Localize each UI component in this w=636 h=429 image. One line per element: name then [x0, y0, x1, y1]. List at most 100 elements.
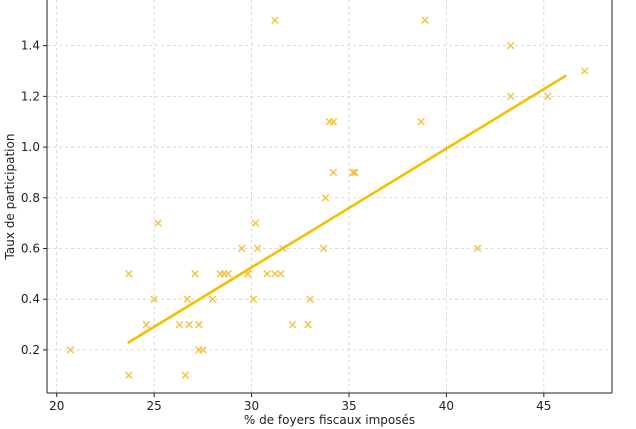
x-tick-label: 20: [49, 399, 64, 413]
x-tick-label: 30: [244, 399, 259, 413]
data-point: [199, 346, 207, 354]
data-point: [421, 16, 429, 25]
data-point-stroke: [304, 320, 312, 329]
data-point-stroke: [263, 270, 271, 278]
data-point-stroke: [125, 270, 133, 278]
data-point: [238, 244, 246, 253]
data-point-stroke: [271, 16, 279, 25]
data-point: [191, 270, 199, 278]
data-point: [304, 320, 312, 329]
data-point-stroke: [329, 117, 338, 126]
x-tick-label: 25: [147, 399, 162, 413]
y-axis-label: Taux de participation: [3, 134, 17, 261]
data-point-stroke: [208, 295, 217, 303]
data-point: [185, 320, 194, 329]
data-point: [319, 244, 328, 253]
x-axis-label: % de foyers fiscaux imposés: [244, 413, 415, 427]
trendline-layer: [127, 74, 568, 345]
data-point-stroke: [195, 320, 203, 329]
data-point-stroke: [543, 92, 552, 101]
x-tick-label: 45: [536, 399, 551, 413]
data-point-stroke: [142, 320, 151, 329]
data-point: [329, 117, 338, 126]
data-point-stroke: [253, 244, 262, 253]
data-point: [154, 219, 162, 227]
data-points: [66, 16, 589, 380]
y-tick-label: 0.4: [21, 292, 40, 306]
data-point: [66, 346, 75, 354]
y-tick-label: 0.6: [21, 241, 40, 255]
data-point-stroke: [251, 219, 260, 227]
data-point-stroke: [224, 270, 232, 278]
grid-layer: [47, 0, 612, 393]
data-point-stroke: [181, 371, 190, 380]
data-point-stroke: [185, 320, 194, 329]
data-point: [142, 320, 151, 329]
data-point-stroke: [191, 270, 199, 278]
data-point: [183, 295, 192, 303]
data-point: [263, 270, 271, 278]
data-point: [224, 270, 232, 278]
data-point: [195, 320, 203, 329]
data-point: [417, 117, 425, 126]
data-point: [306, 295, 314, 303]
data-point-stroke: [329, 168, 338, 177]
data-point: [271, 270, 279, 278]
data-point: [580, 67, 589, 75]
y-tick-label: 0.2: [21, 343, 40, 357]
data-point: [506, 92, 515, 101]
axes-layer: 20 25 30 35 40 45 0.2 0.4 0.6 0.8 1.0 1.2 1.4: [21, 0, 613, 413]
data-point: [351, 168, 359, 177]
data-point-stroke: [276, 270, 285, 278]
y-tick-label: 1.2: [21, 89, 40, 103]
data-point: [249, 295, 258, 303]
data-point: [175, 320, 184, 329]
data-point: [181, 371, 190, 380]
data-point: [288, 320, 297, 329]
data-point-stroke: [349, 168, 357, 177]
data-point-stroke: [473, 244, 482, 253]
data-point: [253, 244, 262, 253]
data-point: [321, 193, 330, 202]
data-point-stroke: [351, 168, 359, 177]
data-point-stroke: [288, 320, 297, 329]
data-point-stroke: [506, 41, 515, 50]
data-point-stroke: [321, 193, 330, 202]
data-point: [208, 295, 217, 303]
data-point: [251, 219, 260, 227]
data-point-stroke: [183, 295, 192, 303]
data-point-stroke: [243, 270, 252, 278]
data-point: [150, 295, 158, 303]
data-point: [543, 92, 552, 101]
data-point: [125, 270, 133, 278]
data-point: [349, 168, 357, 177]
data-point: [473, 244, 482, 253]
y-tick-label: 0.8: [21, 191, 40, 205]
data-point-stroke: [175, 320, 184, 329]
data-point-stroke: [249, 295, 258, 303]
trendline: [127, 74, 568, 345]
data-point: [276, 270, 285, 278]
x-tick-label: 35: [341, 399, 356, 413]
data-point: [506, 41, 515, 50]
data-point-stroke: [417, 117, 425, 126]
data-point-stroke: [580, 67, 589, 75]
data-point-stroke: [125, 371, 133, 380]
data-point-stroke: [150, 295, 158, 303]
x-tick-label: 40: [439, 399, 454, 413]
y-tick-label: 1.0: [21, 140, 40, 154]
data-point-stroke: [506, 92, 515, 101]
data-point: [125, 371, 133, 380]
data-point-stroke: [306, 295, 314, 303]
y-tick-label: 1.4: [21, 39, 40, 53]
data-point-stroke: [319, 244, 328, 253]
data-point-stroke: [66, 346, 75, 354]
data-point-stroke: [154, 219, 162, 227]
data-point-stroke: [199, 346, 207, 354]
data-point: [329, 168, 338, 177]
data-point: [271, 16, 279, 25]
data-point-stroke: [421, 16, 429, 25]
data-point-stroke: [271, 270, 279, 278]
data-point-stroke: [238, 244, 246, 253]
